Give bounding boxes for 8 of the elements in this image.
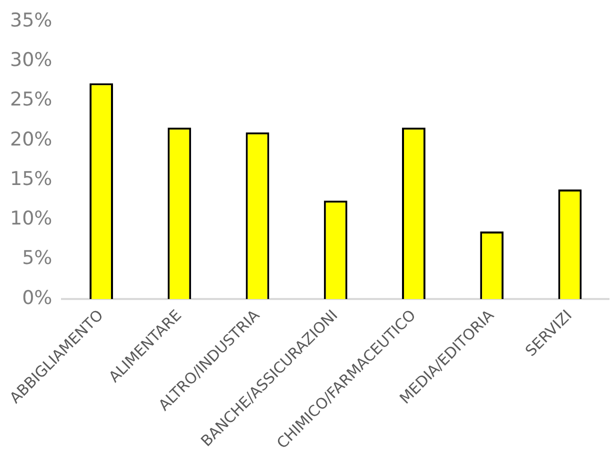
y-tick-label: 5% xyxy=(22,247,52,270)
y-tick-label: 10% xyxy=(10,208,52,230)
y-tick-label: 30% xyxy=(10,48,52,71)
y-tick-label: 0% xyxy=(22,286,52,309)
y-tick-label: 15% xyxy=(10,168,52,190)
y-tick-label: 20% xyxy=(10,128,52,150)
y-tick-label: 25% xyxy=(10,88,52,111)
y-tick-label: 35% xyxy=(10,9,52,32)
